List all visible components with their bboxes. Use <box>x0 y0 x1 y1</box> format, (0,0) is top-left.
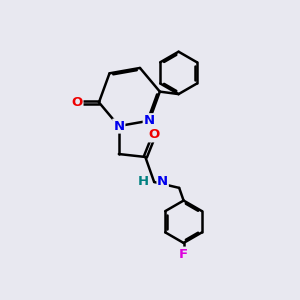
Text: O: O <box>71 96 82 109</box>
Text: O: O <box>148 128 160 141</box>
Text: N: N <box>144 114 155 127</box>
Text: N: N <box>157 176 168 188</box>
Text: F: F <box>179 248 188 261</box>
Text: N: N <box>113 120 124 133</box>
Text: H: H <box>138 176 149 188</box>
